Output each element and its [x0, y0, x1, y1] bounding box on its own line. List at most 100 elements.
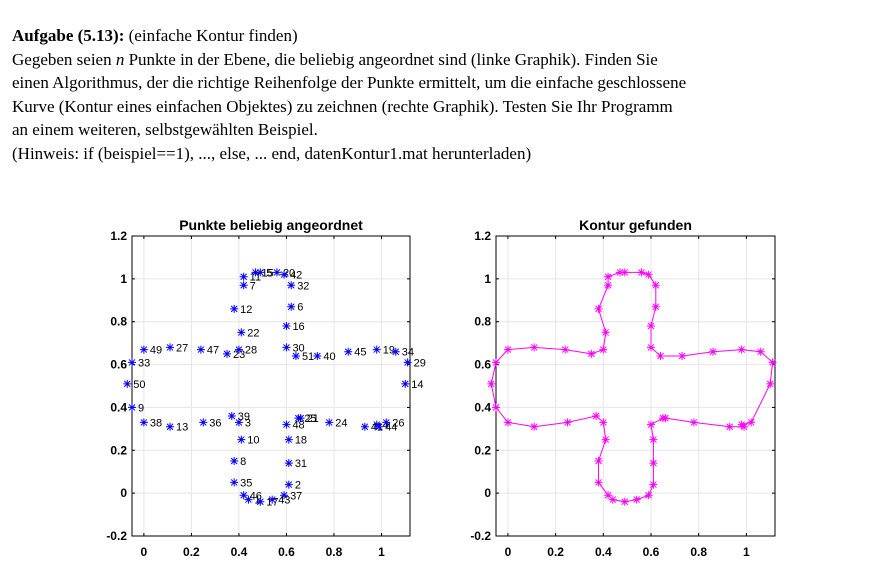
- point-label-37: 37: [290, 490, 302, 502]
- point-label-10: 10: [247, 435, 259, 447]
- point-label-1: 1: [254, 495, 260, 507]
- task-line-1-pre: Gegeben seien: [12, 49, 116, 69]
- contour-marker-36: [563, 418, 572, 427]
- point-marker-46: [239, 491, 248, 500]
- point-label-47: 47: [207, 345, 219, 357]
- y-tick-label: 0.4: [474, 400, 491, 414]
- contour-marker-24: [689, 418, 698, 427]
- point-marker-31: [284, 459, 293, 468]
- point-label-33: 33: [138, 357, 150, 369]
- point-label-15: 15: [262, 267, 274, 279]
- contour-marker-48: [647, 420, 655, 429]
- math-variable-n: n: [115, 49, 125, 69]
- contour-marker-15: [616, 268, 624, 277]
- contour-marker-42: [644, 270, 653, 279]
- point-marker-42: [280, 270, 289, 279]
- x-tick-label: 1: [743, 545, 750, 559]
- point-marker-14: [401, 379, 410, 388]
- point-marker-50: [123, 379, 132, 388]
- contour-marker-31: [649, 459, 658, 468]
- point-label-6: 6: [297, 302, 303, 314]
- contour-marker-27: [530, 343, 539, 352]
- chart-title: Kontur gefunden: [579, 217, 692, 233]
- y-tick-label: 0: [484, 486, 491, 500]
- point-label-14: 14: [411, 379, 423, 391]
- point-label-42: 42: [290, 270, 302, 282]
- point-marker-51: [291, 352, 300, 360]
- y-tick-label: 0.6: [110, 358, 127, 372]
- point-marker-24: [325, 418, 334, 427]
- x-tick-label: 0.6: [643, 545, 660, 559]
- y-tick-label: 0.8: [474, 315, 491, 329]
- task-line-3: Kurve (Kontur eines einfachen Objektes) …: [12, 96, 673, 116]
- point-label-44: 44: [385, 422, 397, 434]
- x-tick-label: 1: [378, 545, 385, 559]
- y-tick-label: -0.2: [106, 529, 127, 543]
- point-marker-41: [360, 422, 369, 431]
- contour-marker-43: [632, 495, 641, 504]
- point-marker-13: [166, 422, 175, 431]
- x-tick-label: 0: [141, 545, 148, 559]
- point-label-35: 35: [240, 477, 252, 489]
- contour-marker-10: [601, 435, 610, 444]
- point-marker-8: [230, 457, 239, 465]
- point-marker-39: [227, 412, 236, 420]
- y-tick-label: 1: [484, 272, 491, 286]
- y-tick-label: 1: [120, 272, 127, 286]
- contour-marker-8: [594, 457, 603, 465]
- contour-marker-13: [530, 422, 539, 431]
- point-label-28: 28: [245, 345, 257, 357]
- axes-box: [131, 235, 411, 537]
- point-marker-6: [287, 302, 296, 311]
- point-marker-40: [313, 352, 322, 360]
- contour-marker-51: [656, 352, 665, 360]
- contour-marker-17: [620, 497, 629, 506]
- contour-marker-34: [756, 347, 765, 356]
- contour-marker-37: [644, 491, 653, 500]
- point-marker-16: [282, 322, 291, 330]
- point-label-30: 30: [292, 342, 304, 354]
- contour-marker-44: [740, 422, 748, 431]
- contour-marker-1: [608, 495, 617, 504]
- contour-marker-32: [651, 281, 660, 290]
- y-tick-label: 0.2: [110, 443, 127, 457]
- x-tick-label: 0.8: [690, 545, 707, 559]
- point-label-31: 31: [295, 458, 307, 470]
- task-line-1-post: Punkte in der Ebene, die beliebig angeor…: [124, 49, 658, 69]
- contour-line: [490, 271, 774, 503]
- point-label-16: 16: [292, 321, 304, 333]
- point-label-36: 36: [209, 417, 221, 429]
- point-marker-34: [391, 347, 400, 356]
- point-label-32: 32: [297, 280, 309, 292]
- point-marker-47: [196, 345, 205, 354]
- point-marker-45: [344, 347, 353, 356]
- point-marker-25: [294, 414, 303, 423]
- point-label-34: 34: [402, 347, 414, 359]
- contour-marker-11: [604, 272, 613, 281]
- point-label-51: 51: [302, 351, 314, 363]
- contour-marker-7: [604, 281, 613, 290]
- point-marker-22: [237, 328, 246, 337]
- point-marker-32: [287, 281, 296, 290]
- point-marker-28: [234, 345, 243, 354]
- x-tick-label: 0.6: [278, 545, 295, 559]
- y-tick-label: 0.4: [110, 400, 127, 414]
- point-label-41: 41: [371, 422, 383, 434]
- point-marker-38: [139, 418, 148, 427]
- y-tick-label: 0.2: [474, 443, 491, 457]
- contour-marker-23: [587, 349, 596, 358]
- point-marker-17: [256, 497, 265, 506]
- point-label-49: 49: [150, 345, 162, 357]
- contour-marker-39: [592, 412, 601, 420]
- point-marker-9: [128, 403, 136, 412]
- contour-marker-49: [503, 345, 512, 354]
- task-heading: Aufgabe (5.13):: [12, 26, 125, 45]
- point-marker-33: [128, 358, 136, 367]
- task-line-2: einen Algorithmus, der die richtige Reih…: [12, 73, 687, 92]
- chart-title: Punkte beliebig angeordnet: [179, 217, 363, 233]
- point-label-48: 48: [292, 420, 304, 432]
- point-label-18: 18: [295, 435, 307, 447]
- point-marker-30: [282, 343, 291, 352]
- task-line-1: Gegeben seien n Punkte in der Ebene, die…: [12, 48, 870, 72]
